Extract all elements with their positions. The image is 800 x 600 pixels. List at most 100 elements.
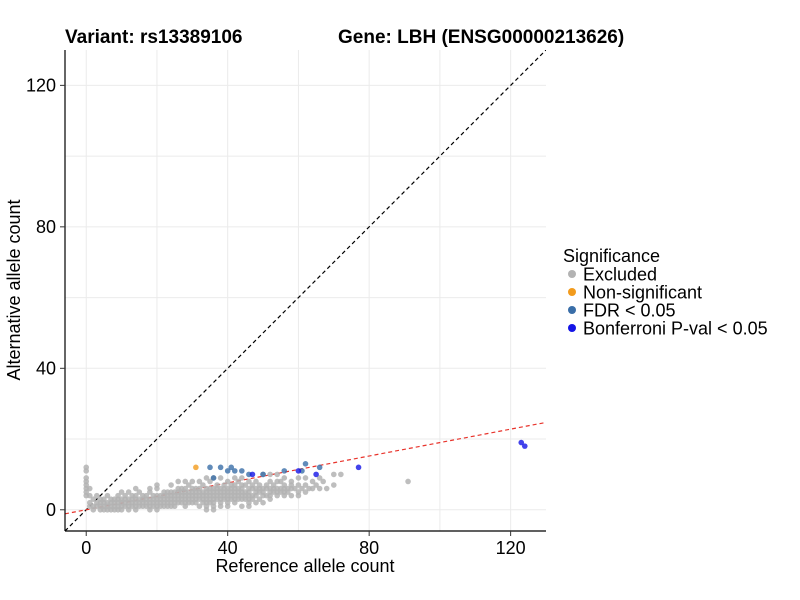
ticks: 0 40 80 120 0 40 80 120	[26, 75, 526, 558]
data-point	[302, 482, 309, 488]
data-point	[207, 478, 213, 485]
data-point	[302, 461, 309, 467]
data-point	[313, 482, 319, 488]
data-point	[256, 482, 263, 488]
data-point	[309, 478, 316, 485]
axes	[64, 50, 546, 532]
data-point	[196, 503, 203, 510]
data-point	[214, 482, 220, 488]
data-point	[323, 485, 330, 492]
data-point	[267, 471, 273, 478]
data-point	[281, 475, 288, 481]
data-point	[217, 503, 224, 510]
series-bonf	[249, 439, 528, 478]
data-point	[246, 503, 252, 510]
data-point	[281, 482, 288, 488]
data-point	[118, 489, 125, 495]
data-point	[210, 475, 217, 481]
series-excluded	[83, 464, 411, 513]
data-point	[281, 492, 288, 499]
data-point	[338, 471, 344, 478]
legend-title: Significance	[563, 246, 660, 266]
data-point	[405, 478, 411, 485]
data-point	[217, 464, 224, 471]
data-point	[182, 503, 189, 510]
data-point	[295, 468, 302, 474]
legend-swatch	[568, 288, 576, 296]
y-tick-label: 40	[36, 358, 56, 378]
legend-swatch	[568, 270, 576, 278]
data-point	[94, 492, 100, 499]
data-point	[185, 482, 192, 488]
data-point	[316, 485, 323, 492]
legend-label: Non-significant	[583, 283, 702, 303]
data-point	[125, 489, 132, 495]
data-point	[295, 492, 302, 499]
data-point	[132, 485, 139, 492]
data-point	[231, 499, 238, 506]
legend-entry-fdr: FDR < 0.05	[568, 301, 676, 321]
data-point	[355, 464, 362, 471]
data-point	[224, 503, 231, 510]
chart-title-variant: Variant: rs13389106	[65, 27, 242, 48]
data-point	[288, 478, 295, 485]
data-point	[330, 482, 337, 488]
data-point	[270, 482, 277, 488]
data-point	[246, 478, 252, 485]
data-point	[203, 475, 210, 481]
data-point	[90, 506, 97, 513]
x-tick-label: 40	[218, 538, 238, 558]
data-point	[288, 492, 295, 499]
data-point	[330, 471, 337, 478]
data-point	[263, 482, 270, 488]
data-point	[217, 475, 224, 481]
legend-label: FDR < 0.05	[583, 301, 676, 321]
data-point	[224, 478, 231, 485]
legend-entry-nonsig: Non-significant	[568, 283, 702, 303]
data-point	[260, 471, 266, 478]
data-point	[239, 468, 245, 474]
data-point	[147, 485, 153, 492]
data-point	[189, 478, 196, 485]
data-point	[518, 439, 525, 446]
data-point	[235, 478, 242, 485]
data-point	[249, 471, 256, 478]
data-point	[203, 506, 210, 513]
data-point	[86, 485, 93, 492]
data-point	[231, 475, 238, 481]
data-point	[242, 482, 249, 488]
data-point	[207, 464, 213, 471]
data-point	[267, 496, 273, 502]
y-tick-label: 0	[46, 500, 56, 520]
data-point	[295, 482, 302, 488]
data-point	[136, 489, 143, 495]
data-point	[249, 482, 256, 488]
data-point	[182, 478, 189, 485]
data-point	[239, 503, 245, 510]
data-point	[196, 478, 203, 485]
data-point	[302, 489, 309, 495]
data-point	[182, 485, 189, 492]
data-point	[224, 468, 231, 474]
data-point	[175, 478, 181, 485]
data-point	[256, 496, 263, 502]
data-point	[154, 482, 160, 488]
data-point	[260, 499, 266, 506]
data-point	[521, 443, 528, 449]
data-point	[267, 478, 273, 485]
chart-title-gene: Gene: LBH (ENSG00000213626)	[338, 27, 624, 48]
reference-line-identity	[65, 50, 546, 531]
data-point	[168, 482, 174, 488]
data-point	[239, 475, 245, 481]
data-point	[281, 468, 288, 474]
data-point	[90, 496, 97, 502]
legend: Significance ExcludedNon-significantFDR …	[563, 246, 768, 339]
data-point	[143, 492, 150, 499]
data-point	[83, 468, 90, 474]
data-point	[274, 478, 281, 485]
data-point	[104, 492, 111, 499]
legend-entry-bonf: Bonferroni P-val < 0.05	[568, 319, 768, 339]
x-tick-label: 120	[496, 538, 526, 558]
data-point	[253, 499, 259, 506]
